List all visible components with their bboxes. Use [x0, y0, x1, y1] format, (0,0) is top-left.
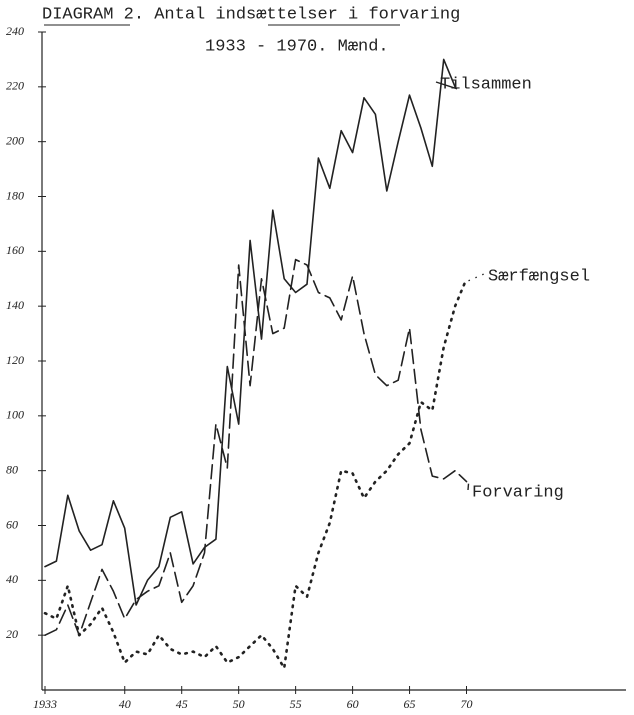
leader-line [435, 81, 458, 90]
chart-title: DIAGRAM 2. Antal indsættelser i forvarin… [42, 5, 460, 24]
x-tick-label: 1933 [33, 697, 57, 711]
series-label: Tilsammen [440, 75, 532, 94]
x-tick-label: 45 [176, 697, 188, 711]
series-line [44, 58, 456, 606]
y-tick-label: 160 [6, 243, 24, 257]
series-line [43, 277, 468, 670]
y-tick-label: 100 [6, 408, 24, 422]
x-tick-label: 40 [119, 697, 131, 711]
y-tick-label: 120 [6, 353, 24, 367]
y-tick-label: 80 [6, 462, 18, 476]
y-tick-label: 180 [6, 188, 24, 202]
leader-line [468, 273, 485, 282]
leader-line [467, 483, 470, 491]
y-tick-label: 240 [6, 24, 24, 38]
x-tick-label: 60 [347, 697, 359, 711]
x-tick-label: 70 [461, 697, 473, 711]
y-tick-label: 20 [6, 627, 18, 641]
series-label: Særfængsel [488, 267, 590, 286]
series-label: Forvaring [472, 483, 564, 502]
y-tick-label: 40 [6, 572, 18, 586]
chart-subtitle: 1933 - 1970. Mænd. [205, 37, 389, 56]
x-tick-label: 50 [233, 697, 245, 711]
series-line [44, 258, 468, 636]
x-tick-label: 65 [404, 697, 416, 711]
y-tick-label: 60 [6, 517, 18, 531]
y-tick-label: 140 [6, 298, 24, 312]
y-tick-label: 200 [6, 133, 24, 147]
y-tick-label: 220 [6, 79, 24, 93]
x-tick-label: 55 [290, 697, 302, 711]
